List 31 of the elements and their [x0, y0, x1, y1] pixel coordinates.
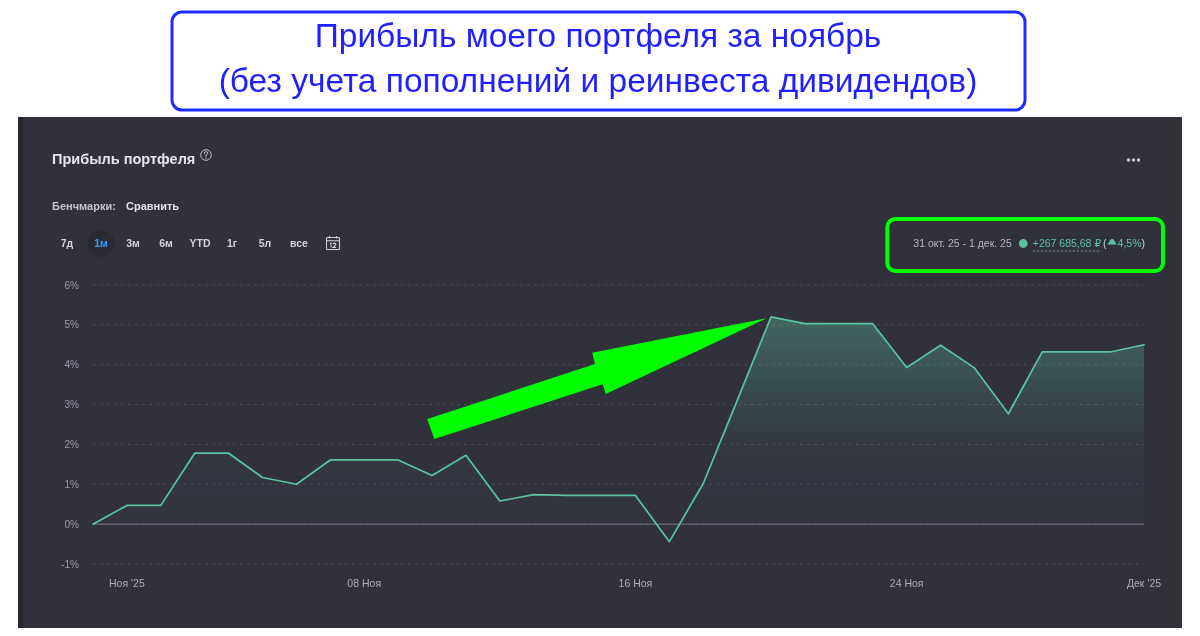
y-tick-label: -1% [61, 558, 80, 570]
x-tick-label: 08 Ноя [347, 577, 382, 589]
y-tick-label: 1% [64, 478, 80, 490]
chart-title: Прибыль моего портфеля за ноябрь [314, 17, 882, 54]
y-tick-label: 3% [64, 399, 80, 411]
chart-subtitle: (без учета пополнений и реинвеста дивидендов) [218, 62, 978, 99]
x-tick-label: 16 Ноя [618, 577, 653, 589]
text: все [290, 237, 309, 249]
y-tick-label: 6% [64, 279, 80, 291]
y-tick-label: 4% [64, 359, 80, 371]
x-tick-label: 24 Ноя [889, 577, 924, 589]
text: +267 685,68 ₽ [1032, 237, 1102, 249]
text: 31 окт. 25 - 1 дек. 25 [913, 237, 1012, 249]
x-tick-label: Дек '25 [1126, 577, 1162, 589]
text: 1г [226, 237, 238, 249]
text: 3м [126, 237, 141, 249]
text: Прибыль портфеля [52, 151, 196, 167]
text: Сравнить [126, 200, 180, 212]
text: 5л [258, 237, 272, 249]
text: 1м [94, 237, 109, 249]
y-tick-label: 5% [64, 319, 80, 331]
text: ) [1141, 237, 1145, 249]
y-tick-label: 0% [64, 518, 80, 530]
text: 6м [159, 237, 174, 249]
text: 4,5% [1117, 237, 1142, 249]
x-tick-label: Ноя '25 [109, 577, 145, 589]
text: Бенчмарки: [52, 200, 116, 212]
text: 7д [60, 237, 74, 249]
text: ( [1103, 237, 1108, 249]
text: YTD [189, 237, 211, 249]
y-tick-label: 2% [64, 438, 80, 450]
